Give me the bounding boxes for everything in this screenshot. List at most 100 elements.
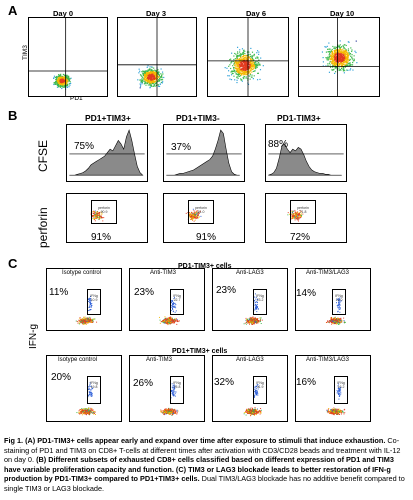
- perforin-gate-2: [188, 200, 214, 224]
- perforin-value-2: 91%: [196, 232, 217, 243]
- ifng-title-r2-1: Isotype control: [58, 357, 98, 363]
- panel-a-title-day0: Day 0: [53, 9, 74, 18]
- caption-part2: Co-staining of PD1 and TIM3 on CD8+ T-ce…: [4, 436, 401, 465]
- ifng-plot-r2-2: IFNg 25.8: [129, 355, 205, 422]
- cfse-histogram-3-svg: [268, 143, 344, 176]
- ifng-gate-r2-3-label: IFNg 31.9: [256, 381, 264, 389]
- cfse-histogram-1: [66, 124, 148, 182]
- caption-part3: (B) Different subsets of exhausted CD8+ …: [4, 455, 394, 484]
- flow-plot-day10-svg: [299, 18, 379, 96]
- ifng-gate-r1-2-label: IFNg 22.7: [173, 294, 181, 302]
- panel-b-perforin-label: perforin: [36, 207, 50, 248]
- panel-a-letter: A: [8, 3, 18, 18]
- ifng-gate-r2-3: [253, 376, 267, 404]
- ifng-gate-r1-1-label: IFNg 10.9: [90, 294, 98, 302]
- ifng-plot-r2-1-svg: [76, 382, 96, 416]
- caption-part1: Fig 1. (A) PD1-TIM3+ cells appear early …: [4, 436, 386, 445]
- ifng-gate-r2-1-label: IFNg 19.8: [90, 381, 98, 389]
- ifng-plot-r2-1: IFNg 19.8: [46, 355, 122, 422]
- ifng-plot-r1-1-svg: [75, 296, 98, 325]
- caption-part4: Dual TIM3/LAG3 blockade has no additive …: [4, 474, 405, 493]
- ifng-value-r2-4: 16%: [296, 377, 317, 388]
- ifng-plot-r2-3: IFNg 31.9: [212, 355, 288, 422]
- ifng-value-r2-1: 20%: [51, 372, 72, 383]
- ifng-gate-r2-4: [334, 376, 348, 404]
- ifng-plot-r1-4-svg: [325, 297, 346, 325]
- cfse-value-1: 75%: [74, 141, 95, 152]
- cfse-value-2: 37%: [171, 142, 192, 153]
- ifng-value-r1-3: 23%: [216, 285, 237, 296]
- ifng-title-r1-4: Anti-TIM3/LAG3: [306, 270, 350, 276]
- ifng-gate-r2-2-label: IFNg 25.8: [173, 381, 181, 389]
- cfse-histogram-3: [265, 124, 347, 182]
- flow-plot-day0: [28, 17, 108, 97]
- flow-plot-day0-svg: [29, 18, 107, 96]
- perforin-value-1: 91%: [91, 232, 112, 243]
- flow-plot-day3: [117, 17, 197, 97]
- ifng-gate-r1-3-label: IFNg 23.2: [256, 294, 264, 302]
- panel-c-row2-header: PD1+TIM3+ cells: [172, 348, 228, 355]
- ifng-plot-r2-4: IFNg 16.2: [295, 355, 371, 422]
- ifng-plot-r1-2: IFNg 22.7: [129, 268, 205, 331]
- ifng-value-r1-4: 14%: [296, 288, 317, 299]
- panel-a-title-day10: Day 10: [330, 9, 355, 18]
- ifng-plot-r1-3-svg: [243, 293, 263, 325]
- flow-plot-day3-svg: [118, 18, 196, 96]
- flow-plot-day6-svg: [208, 18, 288, 96]
- panel-a-title-day3: Day 3: [146, 9, 167, 18]
- perforin-plot-2: perforin 91.0: [163, 193, 245, 243]
- ifng-plot-r2-4-svg: [326, 383, 346, 416]
- panel-c-letter: C: [8, 256, 18, 271]
- ifng-value-r1-2: 23%: [134, 287, 155, 298]
- panel-c-ylabel: IFN-g: [28, 324, 39, 349]
- ifng-gate-r2-1: [87, 376, 101, 404]
- panel-c-row1-header: PD1-TIM3+ cells: [178, 263, 232, 270]
- cfse-histogram-1-svg: [69, 129, 145, 176]
- ifng-title-r2-3: Anti-LAG3: [236, 357, 264, 363]
- panel-b-col3-title: PD1-TIM3+: [277, 113, 321, 123]
- perforin-plot-3-svg: [287, 209, 304, 222]
- ifng-value-r2-2: 26%: [133, 378, 154, 389]
- perforin-gate-3: [290, 200, 316, 224]
- panel-b-col1-title: PD1+TIM3+: [85, 113, 131, 123]
- ifng-title-r1-2: Anti-TIM3: [150, 270, 177, 276]
- ifng-title-r1-3: Anti-LAG3: [236, 270, 264, 276]
- panel-b-letter: B: [8, 108, 18, 123]
- ifng-plot-r1-3: IFNg 23.2: [212, 268, 288, 331]
- flow-plot-day6: [207, 17, 289, 97]
- panel-a-xlabel: PD1: [70, 95, 83, 102]
- panel-b-cfse-label: CFSE: [36, 139, 50, 172]
- ifng-title-r2-4: Anti-TIM3/LAG3: [306, 357, 350, 363]
- ifng-plot-r1-1: IFNg 10.9: [46, 268, 122, 331]
- ifng-gate-r1-2: [170, 289, 184, 315]
- ifng-gate-r2-2: [170, 376, 184, 404]
- perforin-plot-2-svg: [185, 208, 202, 222]
- ifng-title-r2-2: Anti-TIM3: [146, 357, 173, 363]
- ifng-gate-r2-4-label: IFNg 16.2: [337, 381, 345, 389]
- ifng-gate-r1-3: [253, 289, 267, 315]
- ifng-value-r2-3: 32%: [214, 377, 235, 388]
- ifng-gate-r1-4: [332, 289, 346, 315]
- ifng-plot-r1-4: IFNg 14.0: [295, 268, 371, 331]
- cfse-histogram-2: [163, 124, 245, 182]
- perforin-gate-1-label: perforin 90.9: [98, 206, 110, 214]
- perforin-value-3: 72%: [290, 232, 311, 243]
- ifng-gate-r1-1: [87, 289, 101, 315]
- panel-b-col2-title: PD1+TIM3-: [176, 113, 220, 123]
- ifng-plot-r1-2-svg: [158, 296, 180, 326]
- cfse-histogram-2-svg: [166, 129, 242, 176]
- flow-plot-day10: [298, 17, 380, 97]
- perforin-gate-2-label: perforin 91.0: [195, 206, 207, 214]
- cfse-value-3: 88%: [268, 139, 289, 150]
- perforin-gate-3-label: perforin 71.8: [297, 206, 309, 214]
- ifng-gate-r1-4-label: IFNg 14.0: [335, 294, 343, 302]
- ifng-title-r1-1: Isotype control: [62, 270, 102, 276]
- perforin-plot-3: perforin 71.8: [265, 193, 347, 243]
- ifng-value-r1-1: 11%: [49, 287, 69, 298]
- perforin-gate-1: [91, 200, 117, 224]
- panel-a-title-day6: Day 6: [246, 9, 267, 18]
- ifng-plot-r2-2-svg: [160, 383, 179, 416]
- figure-caption: Fig 1. (A) PD1-TIM3+ cells appear early …: [4, 436, 410, 494]
- perforin-plot-1: perforin 90.9: [66, 193, 148, 243]
- ifng-plot-r2-3-svg: [243, 383, 262, 417]
